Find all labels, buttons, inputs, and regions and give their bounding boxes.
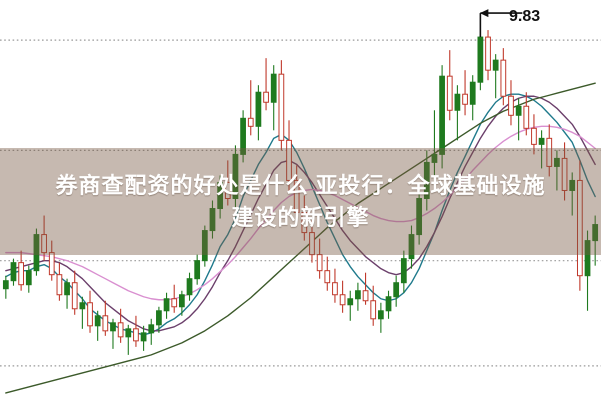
price-annotation-label: 9.83 [509, 8, 541, 25]
moving-average-lines [5, 82, 596, 394]
candlestick-series [2, 30, 599, 355]
annotation-arrow-icon [479, 9, 523, 38]
gridlines [0, 39, 601, 367]
